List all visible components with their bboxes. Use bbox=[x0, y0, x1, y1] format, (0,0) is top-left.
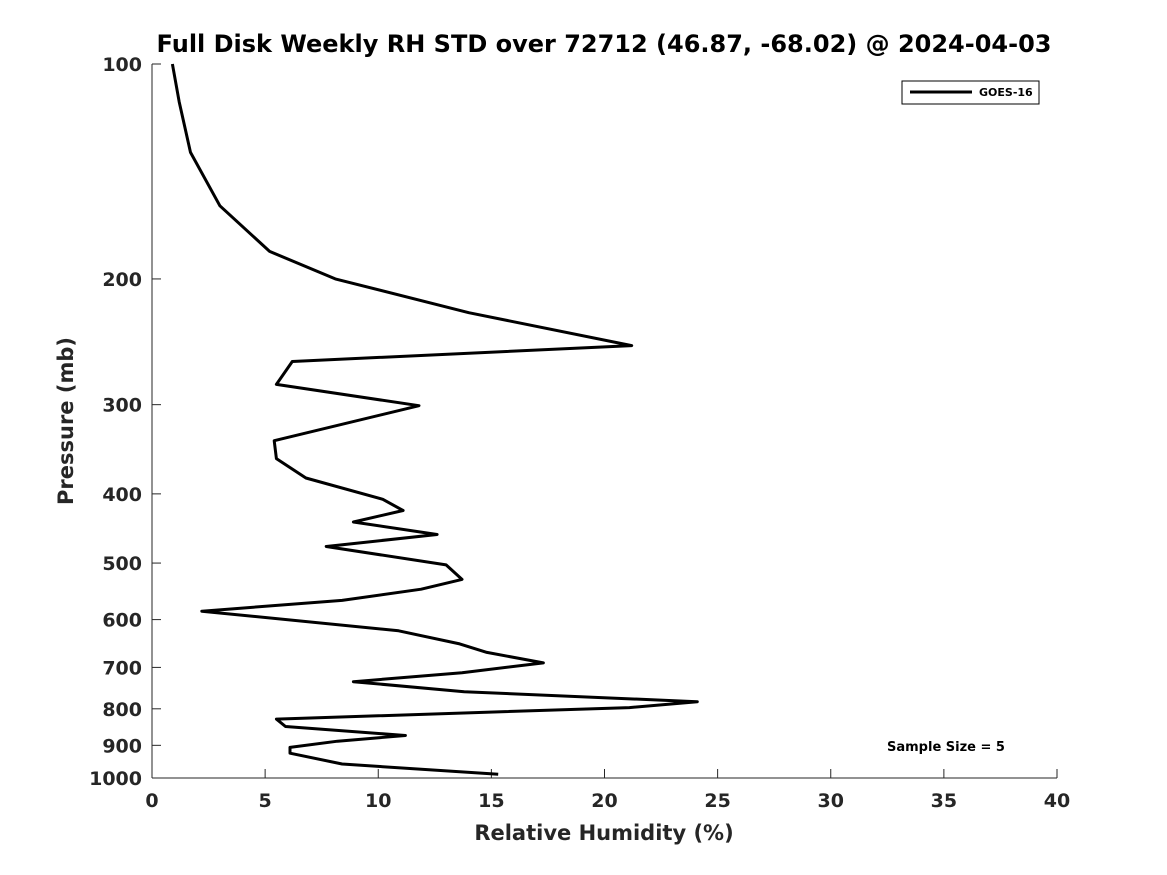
legend-entry-goes-16: GOES-16 bbox=[979, 86, 1033, 99]
y-axis-ticks: 100 200 300 400 500 600 700 800 900 1000 bbox=[89, 54, 161, 790]
chart-title: Full Disk Weekly RH STD over 72712 (46.8… bbox=[157, 30, 1052, 58]
x-axis-ticks: 0 5 10 15 20 25 30 35 40 bbox=[145, 769, 1070, 812]
x-tick-label: 30 bbox=[818, 790, 844, 812]
y-axis-label: Pressure (mb) bbox=[54, 337, 78, 505]
y-tick-label: 500 bbox=[102, 553, 142, 575]
y-tick-label: 100 bbox=[102, 54, 142, 76]
y-tick-label: 800 bbox=[102, 699, 142, 721]
x-tick-label: 35 bbox=[931, 790, 957, 812]
y-tick-label: 1000 bbox=[89, 768, 142, 790]
y-tick-label: 700 bbox=[102, 657, 142, 679]
x-tick-label: 5 bbox=[259, 790, 272, 812]
y-tick-label: 400 bbox=[102, 484, 142, 506]
x-tick-label: 25 bbox=[704, 790, 730, 812]
x-tick-label: 20 bbox=[591, 790, 617, 812]
x-tick-label: 0 bbox=[145, 790, 158, 812]
plot-area bbox=[151, 64, 1057, 779]
x-axis-label: Relative Humidity (%) bbox=[474, 821, 733, 845]
x-tick-label: 15 bbox=[478, 790, 504, 812]
y-tick-label: 200 bbox=[102, 269, 142, 291]
y-tick-label: 600 bbox=[102, 610, 142, 632]
legend: GOES-16 bbox=[901, 80, 1040, 105]
sample-size-annotation: Sample Size = 5 bbox=[887, 740, 1005, 755]
y-tick-label: 300 bbox=[102, 395, 142, 417]
x-tick-label: 10 bbox=[365, 790, 391, 812]
x-tick-label: 40 bbox=[1044, 790, 1070, 812]
series-line-goes-16 bbox=[170, 63, 699, 776]
y-tick-label: 900 bbox=[102, 735, 142, 757]
